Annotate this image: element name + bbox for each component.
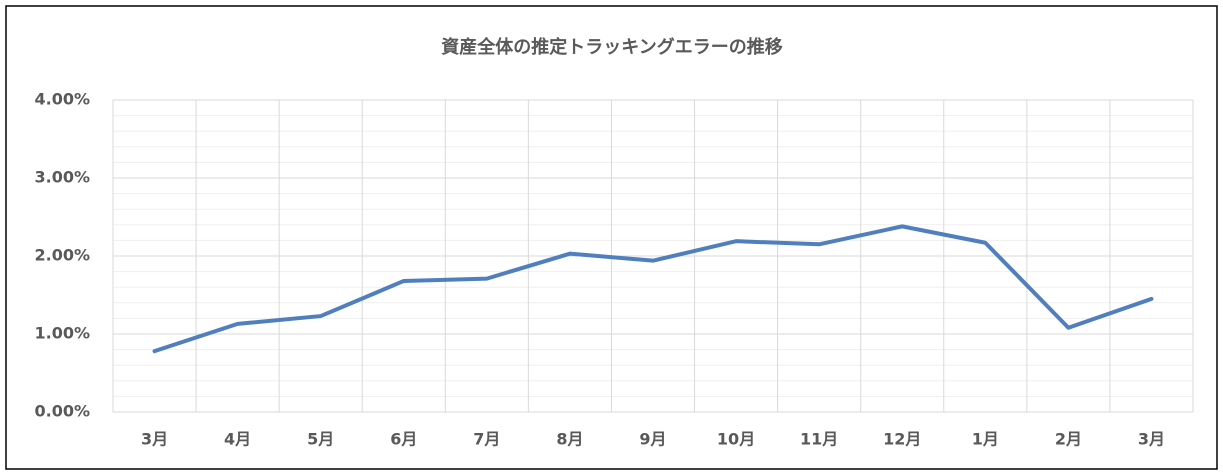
x-tick-label: 2月: [1055, 430, 1082, 449]
chart-title: 資産全体の推定トラッキングエラーの推移: [441, 36, 782, 58]
series-line: [152, 224, 1154, 354]
y-tick-label: 0.00%: [34, 402, 90, 421]
x-tick-label: 6月: [390, 430, 417, 449]
x-tick-label: 1月: [972, 430, 999, 449]
x-tick-label: 7月: [473, 430, 500, 449]
x-tick-label: 9月: [639, 430, 666, 449]
x-tick-label: 5月: [307, 430, 334, 449]
x-tick-label: 12月: [883, 430, 921, 449]
y-tick-label: 3.00%: [34, 168, 90, 187]
y-tick-label: 4.00%: [34, 90, 90, 109]
x-tick-label: 10月: [717, 430, 755, 449]
x-tick-label: 4月: [224, 430, 251, 449]
x-tick-label: 11月: [800, 430, 838, 449]
x-tick-label: 8月: [556, 430, 583, 449]
y-tick-label: 2.00%: [34, 246, 90, 265]
x-tick-label: 3月: [141, 430, 168, 449]
y-tick-label: 1.00%: [34, 324, 90, 343]
x-tick-label: 3月: [1138, 430, 1165, 449]
